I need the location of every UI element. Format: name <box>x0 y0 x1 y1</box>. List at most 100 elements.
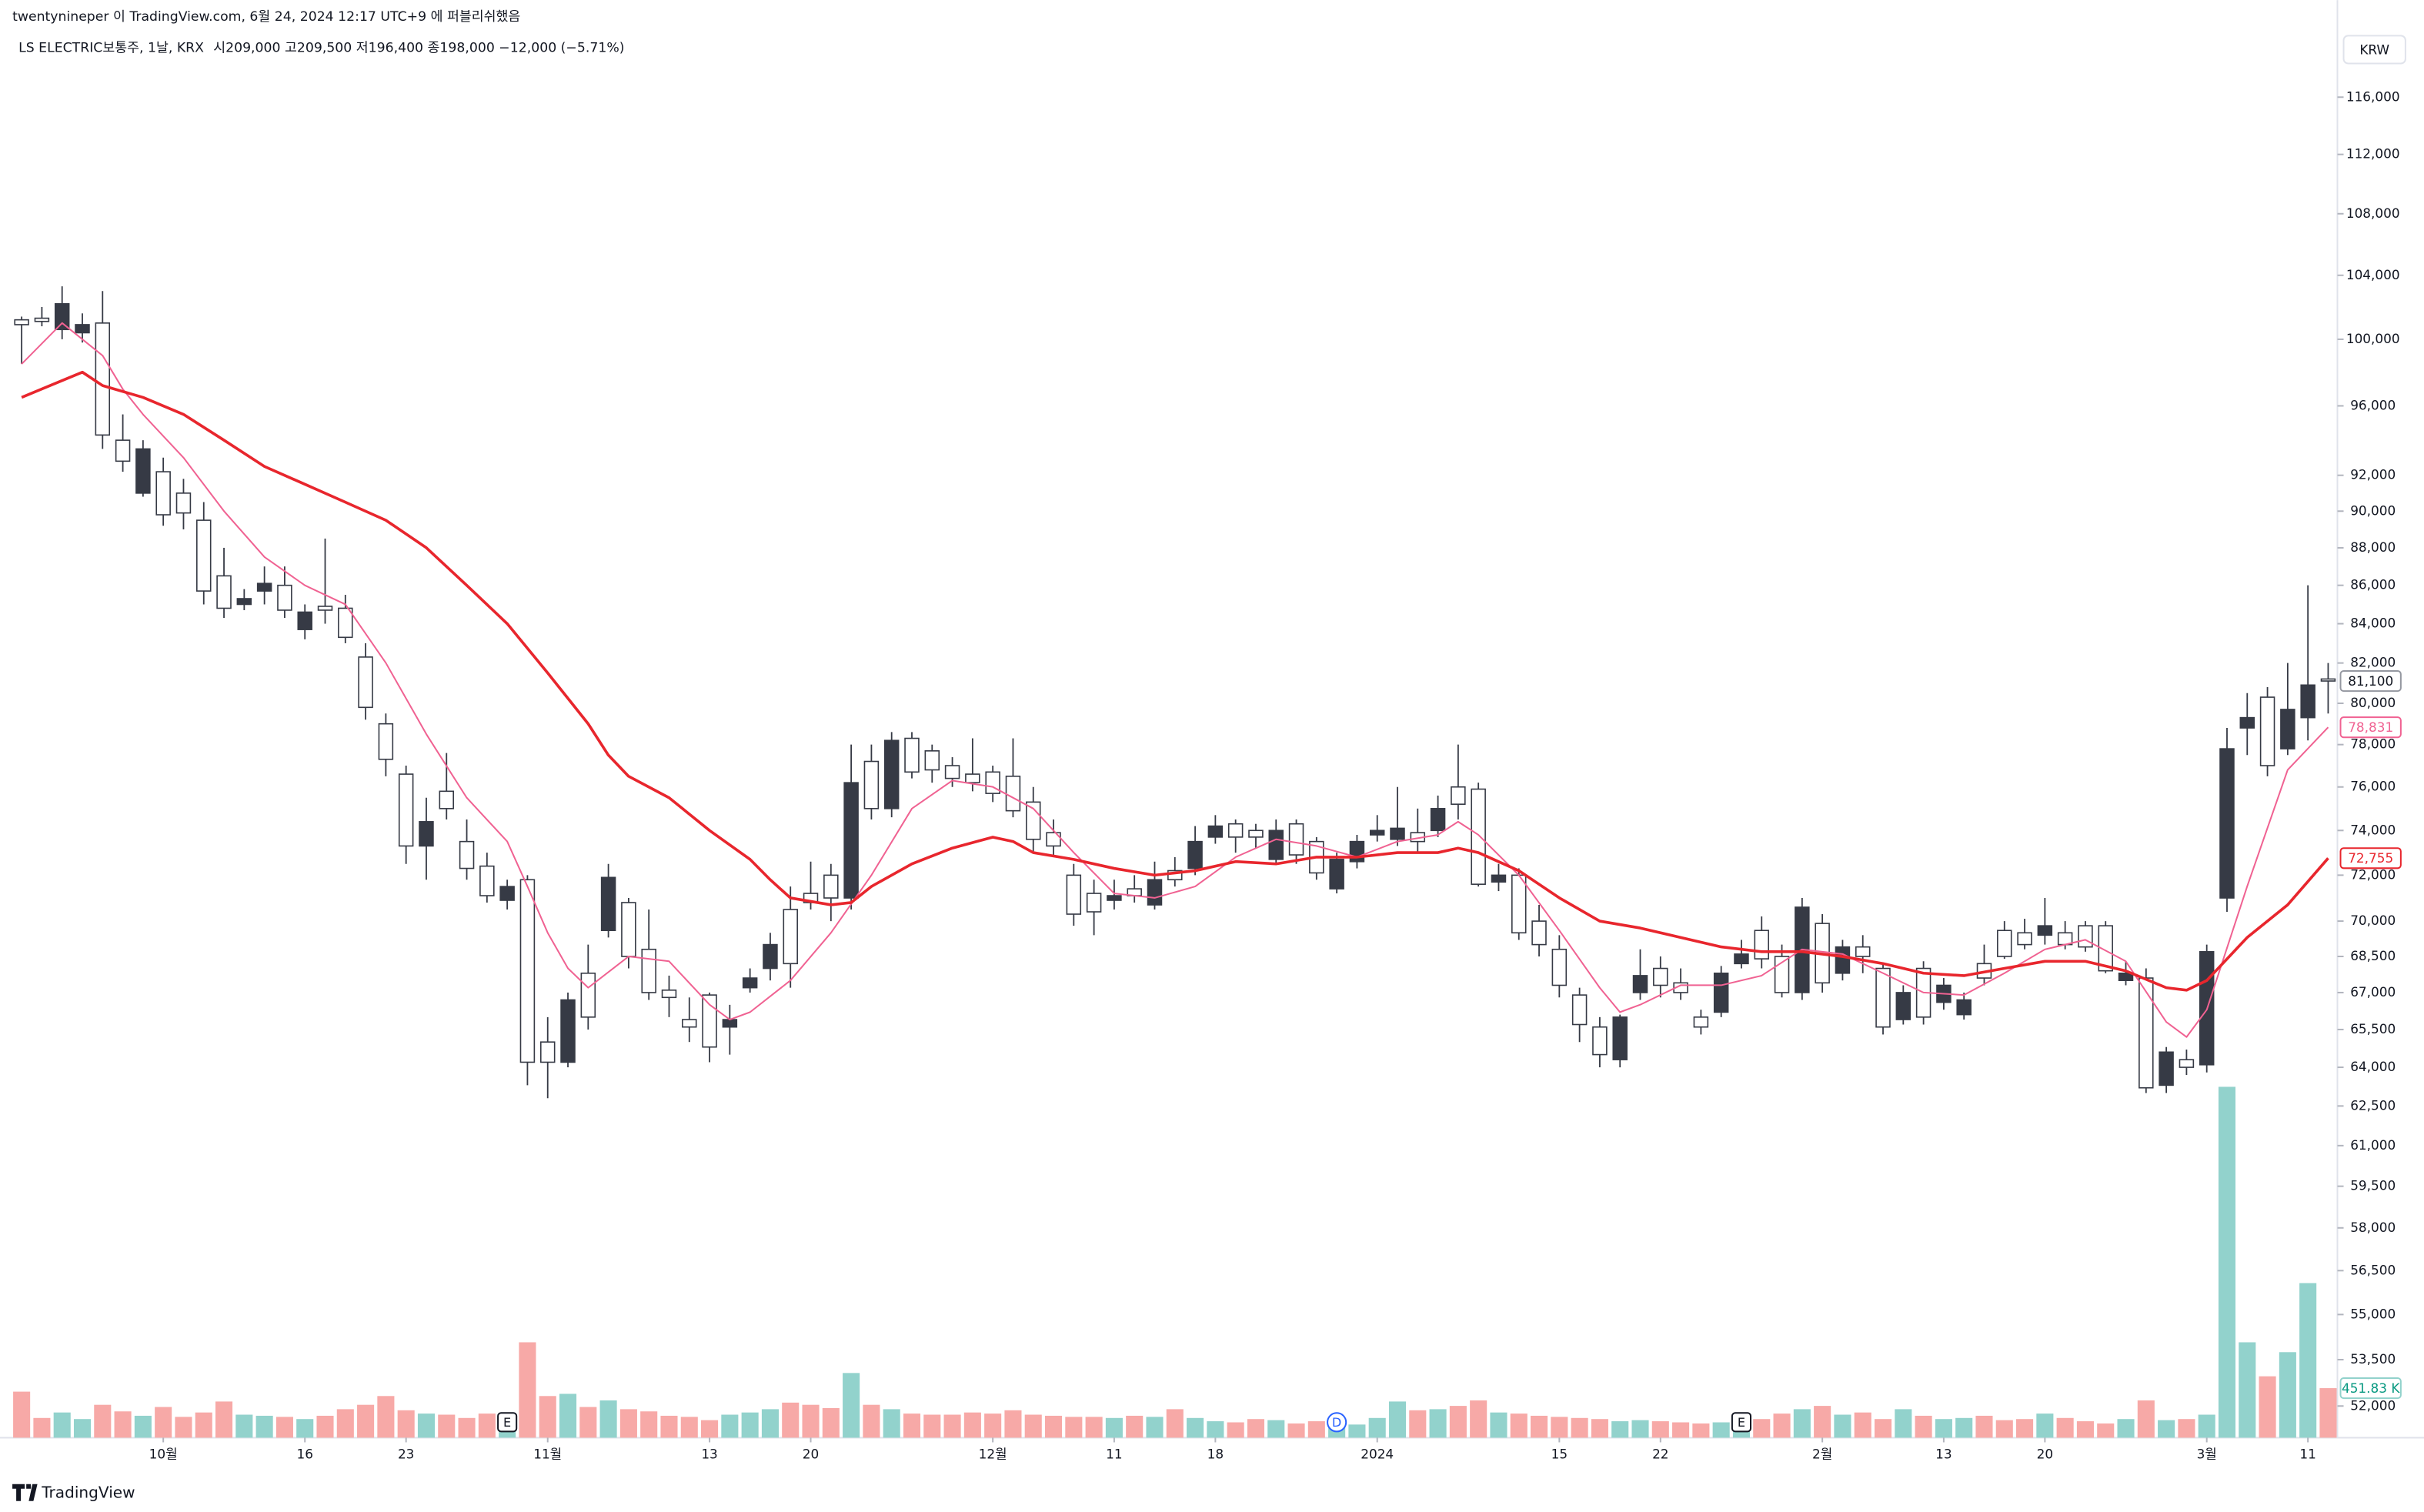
candle-body <box>459 840 475 869</box>
y-tick-label: 108,000 <box>2346 205 2400 221</box>
volume-bar <box>660 1415 678 1438</box>
y-tick-label: 90,000 <box>2350 502 2396 518</box>
volume-bar <box>843 1373 860 1438</box>
candle-body <box>1653 967 1668 986</box>
y-tick-label: 53,500 <box>2350 1351 2396 1367</box>
event-label: E <box>503 1415 511 1430</box>
volume-bar <box>599 1400 617 1438</box>
volume-bar <box>2097 1423 2115 1438</box>
x-tick-label: 13 <box>1935 1447 1952 1462</box>
volume-bar <box>1490 1412 1507 1438</box>
candle-body <box>924 750 940 771</box>
volume-bar <box>2036 1414 2054 1438</box>
candle-body <box>560 999 576 1063</box>
candle-body <box>1207 825 1224 838</box>
candle-body <box>277 584 292 611</box>
volume-bar <box>114 1411 132 1438</box>
candle-body <box>2280 709 2295 749</box>
volume-bar <box>1065 1417 1083 1438</box>
volume-bar <box>619 1409 637 1438</box>
volume-bar <box>336 1409 354 1438</box>
volume-bar <box>1024 1414 1042 1438</box>
volume-bar <box>2198 1414 2215 1438</box>
volume-bar <box>2259 1376 2276 1438</box>
candle-body <box>1612 1016 1628 1060</box>
candle-body <box>54 302 70 331</box>
y-tick-label: 80,000 <box>2350 695 2396 710</box>
volume-bar <box>741 1412 759 1438</box>
candle-body <box>439 790 455 809</box>
volume-bar <box>2178 1419 2195 1438</box>
volume-bar <box>782 1402 800 1438</box>
volume-bar <box>53 1412 71 1438</box>
candle-body <box>1086 893 1102 913</box>
y-tick-label: 96,000 <box>2350 397 2396 412</box>
event-label: E <box>1738 1415 1745 1430</box>
volume-bar <box>175 1417 192 1438</box>
volume-bar <box>215 1401 233 1438</box>
candle-body <box>539 1041 556 1063</box>
candle-body <box>742 977 758 989</box>
volume-bar <box>397 1410 415 1438</box>
volume-bar <box>316 1415 334 1438</box>
volume-bar <box>1995 1420 2013 1438</box>
volume-bar <box>1631 1420 1649 1438</box>
candle-body <box>2078 925 2093 948</box>
volume-bar <box>1146 1417 1164 1438</box>
candle-body <box>600 876 616 932</box>
volume-bar <box>2117 1419 2135 1438</box>
candle-body <box>196 519 212 592</box>
volume-bar <box>1449 1406 1467 1438</box>
volume-bar <box>2056 1417 2074 1438</box>
candle-body <box>904 737 920 773</box>
y-tick-label: 62,500 <box>2350 1097 2396 1113</box>
volume-bar <box>2279 1352 2296 1438</box>
volume-bar <box>1227 1422 1244 1438</box>
volume-bar <box>640 1411 658 1438</box>
candle-body <box>419 821 434 847</box>
volume-bar <box>1307 1421 1325 1438</box>
volume-bar <box>2016 1419 2034 1438</box>
volume-bar <box>2299 1283 2317 1438</box>
candle-body <box>2139 977 2154 1089</box>
x-tick-label: 23 <box>398 1447 414 1462</box>
candle-body <box>1835 946 1851 974</box>
candle-body <box>1005 776 1021 812</box>
candle-body <box>1491 874 1507 883</box>
volume-bar <box>680 1417 698 1438</box>
currency[interactable]: KRW <box>2359 42 2389 57</box>
volume-bar <box>1773 1414 1791 1438</box>
candle-body <box>1571 994 1588 1026</box>
candle-body <box>1430 808 1446 832</box>
candle-body <box>1875 967 1891 1028</box>
volume-bar <box>1753 1419 1771 1438</box>
candle-body <box>1451 786 1466 805</box>
candle-body <box>338 607 353 639</box>
candle-body <box>1227 823 1244 838</box>
candle-body <box>682 1019 697 1028</box>
volume-bar <box>13 1391 31 1438</box>
volume-bar <box>417 1414 436 1438</box>
logo-icon <box>12 1484 38 1501</box>
x-tick-label: 16 <box>296 1447 312 1462</box>
candle-body <box>256 582 272 592</box>
volume-bar <box>761 1409 779 1438</box>
candle-body <box>135 448 151 494</box>
candle-body <box>2219 748 2235 899</box>
volume-bar <box>1692 1423 1710 1438</box>
volume-bar <box>1651 1421 1669 1438</box>
y-tick-label: 104,000 <box>2346 267 2400 282</box>
volume-bar <box>1874 1419 1892 1438</box>
volume-bar <box>2239 1342 2256 1438</box>
volume-bar <box>2137 1400 2155 1438</box>
candle-body <box>519 879 536 1063</box>
currency-box[interactable] <box>2342 35 2406 65</box>
volume-bar <box>1348 1424 1366 1438</box>
header: twentynineper 이 TradingView.com, 6월 24, … <box>12 9 520 25</box>
y-tick-label: 65,500 <box>2350 1021 2396 1036</box>
volume-bar <box>255 1415 273 1438</box>
candle-body <box>1471 788 1486 885</box>
y-tick-label: 68,500 <box>2350 948 2396 963</box>
